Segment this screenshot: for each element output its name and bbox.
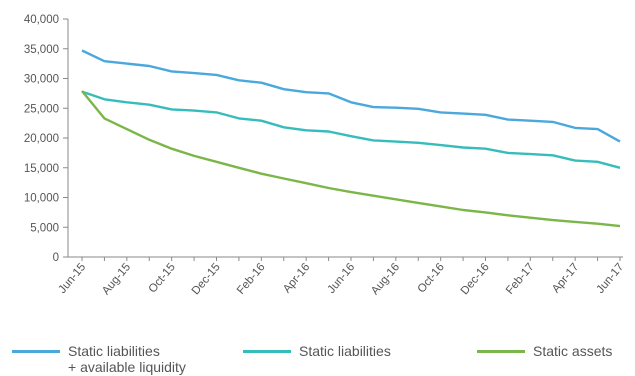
y-tick-label: 0 [53, 252, 59, 264]
x-tick-label: Jun-17 [594, 261, 626, 296]
y-axis-labels: 0 5,000 10,000 15,000 20,000 25,000 30,000 35,0… [24, 14, 68, 264]
series-line-3 [81, 90, 621, 228]
x-tick-label: Apr-16 [281, 261, 312, 295]
line-chart: 0 5,000 10,000 15,000 20,000 25,000 30,000 35,0… [24, 14, 626, 297]
x-tick-label: Jun-15 [56, 261, 88, 296]
legend-label-liabilities-liquidity-line1: Static liabilities [68, 343, 160, 359]
legend-label-assets: Static assets [533, 343, 613, 359]
x-tick-label: Oct-15 [147, 261, 178, 295]
legend-swatch-liabilities-liquidity [12, 350, 60, 353]
series-line-1 [81, 49, 621, 143]
series-lines [81, 49, 621, 228]
x-tick-label: Aug-15 [100, 261, 133, 297]
x-tick-label: Dec-15 [190, 261, 223, 297]
legend-item-liabilities-liquidity: Static liabilities + available liquidity [12, 343, 186, 375]
x-tick-label: Oct-16 [416, 261, 447, 295]
series-line-2 [81, 90, 621, 169]
legend-label-liabilities-liquidity-line2: + available liquidity [68, 359, 186, 375]
x-tick-label: Jun-16 [325, 261, 357, 296]
x-axis-labels: Jun-15 Aug-15 Oct-15 Dec-15 Feb-16 Apr-16 Jun-… [56, 257, 626, 297]
x-tick-label: Dec-16 [459, 261, 492, 297]
legend-swatch-assets [477, 350, 525, 353]
x-tick-label: Feb-16 [235, 261, 268, 297]
legend-item-assets: Static assets [477, 343, 612, 359]
chart-axes [67, 19, 623, 258]
x-tick-label: Apr-17 [550, 261, 581, 295]
y-tick-label: 5,000 [30, 222, 59, 234]
x-tick-label: Aug-16 [369, 261, 402, 297]
y-tick-label: 30,000 [24, 74, 59, 86]
y-tick-label: 25,000 [24, 103, 59, 115]
legend-label-liabilities: Static liabilities [299, 343, 391, 359]
y-tick-label: 35,000 [24, 44, 59, 56]
y-tick-label: 40,000 [24, 14, 59, 26]
x-tick-label: Feb-17 [504, 261, 537, 297]
legend-item-liabilities: Static liabilities [243, 343, 391, 359]
chart-legend: Static liabilities + available liquidity… [0, 343, 635, 376]
legend-swatch-liabilities [243, 350, 291, 353]
y-tick-label: 10,000 [24, 193, 59, 205]
y-tick-label: 20,000 [24, 133, 59, 145]
y-tick-label: 15,000 [24, 163, 59, 175]
